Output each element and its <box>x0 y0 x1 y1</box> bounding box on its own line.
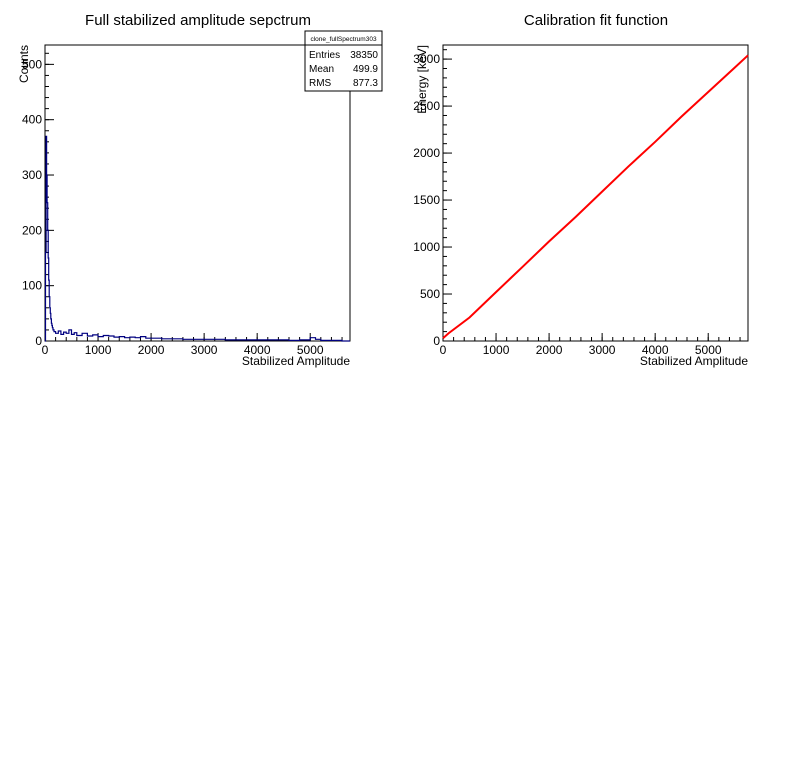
x-tick-label: 1000 <box>483 343 510 357</box>
chart-title: Full stabilized amplitude sepctrum <box>85 12 311 29</box>
x-tick-label: 3000 <box>589 343 616 357</box>
stats-value-entries: 38350 <box>350 50 378 61</box>
fit-line-layer <box>442 54 749 339</box>
y-tick-label: 300 <box>22 168 42 182</box>
tick-layer: 0 1000 2000 3000 4000 5000 0 500 1000 1500 2000 250… <box>413 49 741 357</box>
histogram-line-layer <box>44 135 350 342</box>
x-tick-label: 5000 <box>695 343 722 357</box>
stats-value-mean: 499.9 <box>353 64 378 75</box>
tick-layer: 0 1000 2000 3000 4000 5000 0 100 200 300 400 500 <box>22 52 343 357</box>
left-plot-pad: Full stabilized amplitude sepctrum 0 1000… <box>0 0 398 386</box>
x-tick-label: 0 <box>440 343 447 357</box>
x-tick-label: 0 <box>42 343 49 357</box>
spectrum-chart: Full stabilized amplitude sepctrum 0 1000… <box>17 12 383 368</box>
y-tick-label: 1500 <box>413 193 440 207</box>
x-tick-label: 2000 <box>138 343 165 357</box>
x-tick-label: 4000 <box>642 343 669 357</box>
y-tick-label: 1000 <box>413 240 440 254</box>
y-axis-label: Counts <box>17 45 31 83</box>
x-tick-label: 5000 <box>297 343 324 357</box>
x-tick-label: 2000 <box>536 343 563 357</box>
x-axis-label: Stabilized Amplitude <box>242 354 350 368</box>
y-tick-label: 500 <box>420 287 440 301</box>
stats-value-rms: 877.3 <box>353 78 378 89</box>
y-tick-label: 200 <box>22 223 42 237</box>
plot-frame <box>44 44 351 342</box>
histogram-series-line <box>44 135 350 342</box>
stats-box: clone_fullSpectrum303 Entries 38350 Mean… <box>304 30 383 92</box>
stats-label-entries: Entries <box>309 50 340 61</box>
x-tick-label: 4000 <box>244 343 271 357</box>
y-tick-label: 400 <box>22 113 42 127</box>
y-tick-label: 2000 <box>413 146 440 160</box>
chart-title: Calibration fit function <box>524 12 668 29</box>
stats-label-rms: RMS <box>309 78 332 89</box>
y-tick-label: 0 <box>433 334 440 348</box>
y-tick-label: 100 <box>22 279 42 293</box>
stats-box-frame <box>304 30 383 92</box>
y-tick-label: 2500 <box>413 99 440 113</box>
x-tick-label: 3000 <box>191 343 218 357</box>
y-tick-label: 3000 <box>413 52 440 66</box>
stats-box-name: clone_fullSpectrum303 <box>310 36 377 43</box>
stats-label-mean: Mean <box>309 64 334 75</box>
x-tick-label: 1000 <box>85 343 112 357</box>
y-axis-label: Energy [keV] <box>415 45 429 114</box>
right-plot-pad: Calibration fit function 0 1000 2000 3000 40… <box>398 0 796 386</box>
calibration-chart: Calibration fit function 0 1000 2000 3000 40… <box>413 12 749 368</box>
x-axis-label: Stabilized Amplitude <box>640 354 748 368</box>
y-tick-label: 0 <box>35 334 42 348</box>
plot-frame <box>442 44 749 342</box>
fit-function-line <box>442 54 749 339</box>
y-tick-label: 500 <box>22 57 42 71</box>
